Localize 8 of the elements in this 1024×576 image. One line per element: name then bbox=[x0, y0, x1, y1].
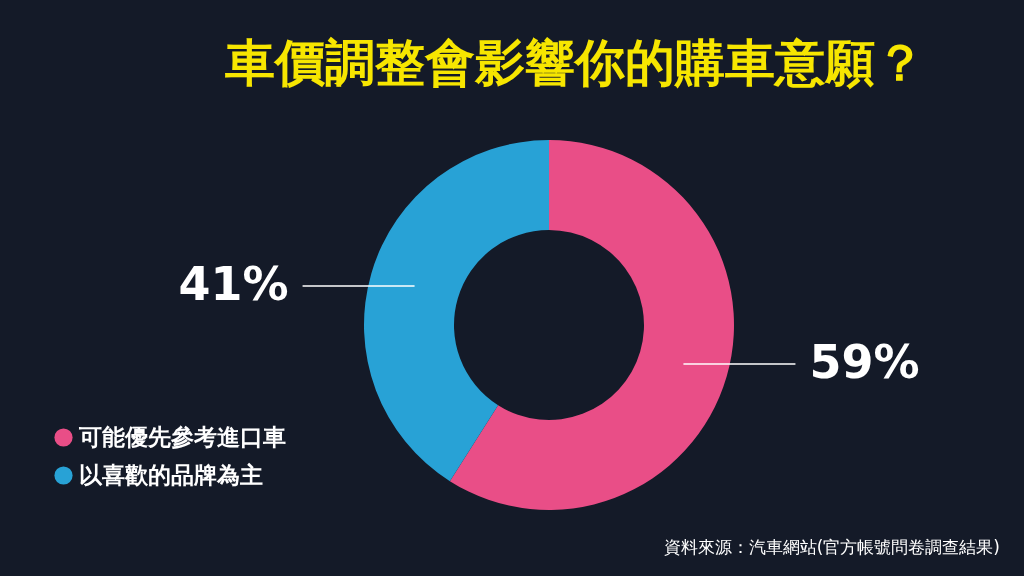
donut-slice bbox=[449, 140, 734, 510]
source-note: 資料來源：汽車網站(官方帳號問卷調查結果) bbox=[663, 537, 1000, 557]
legend-label: 可能優先參考進口車 bbox=[78, 423, 286, 450]
data-label: 41% bbox=[178, 256, 289, 311]
legend-label: 以喜歡的品牌為主 bbox=[79, 461, 263, 488]
chart-title: 車價調整會影響你的購車意願？ bbox=[224, 34, 925, 92]
donut-slice bbox=[364, 140, 549, 482]
data-label: 59% bbox=[809, 335, 920, 390]
